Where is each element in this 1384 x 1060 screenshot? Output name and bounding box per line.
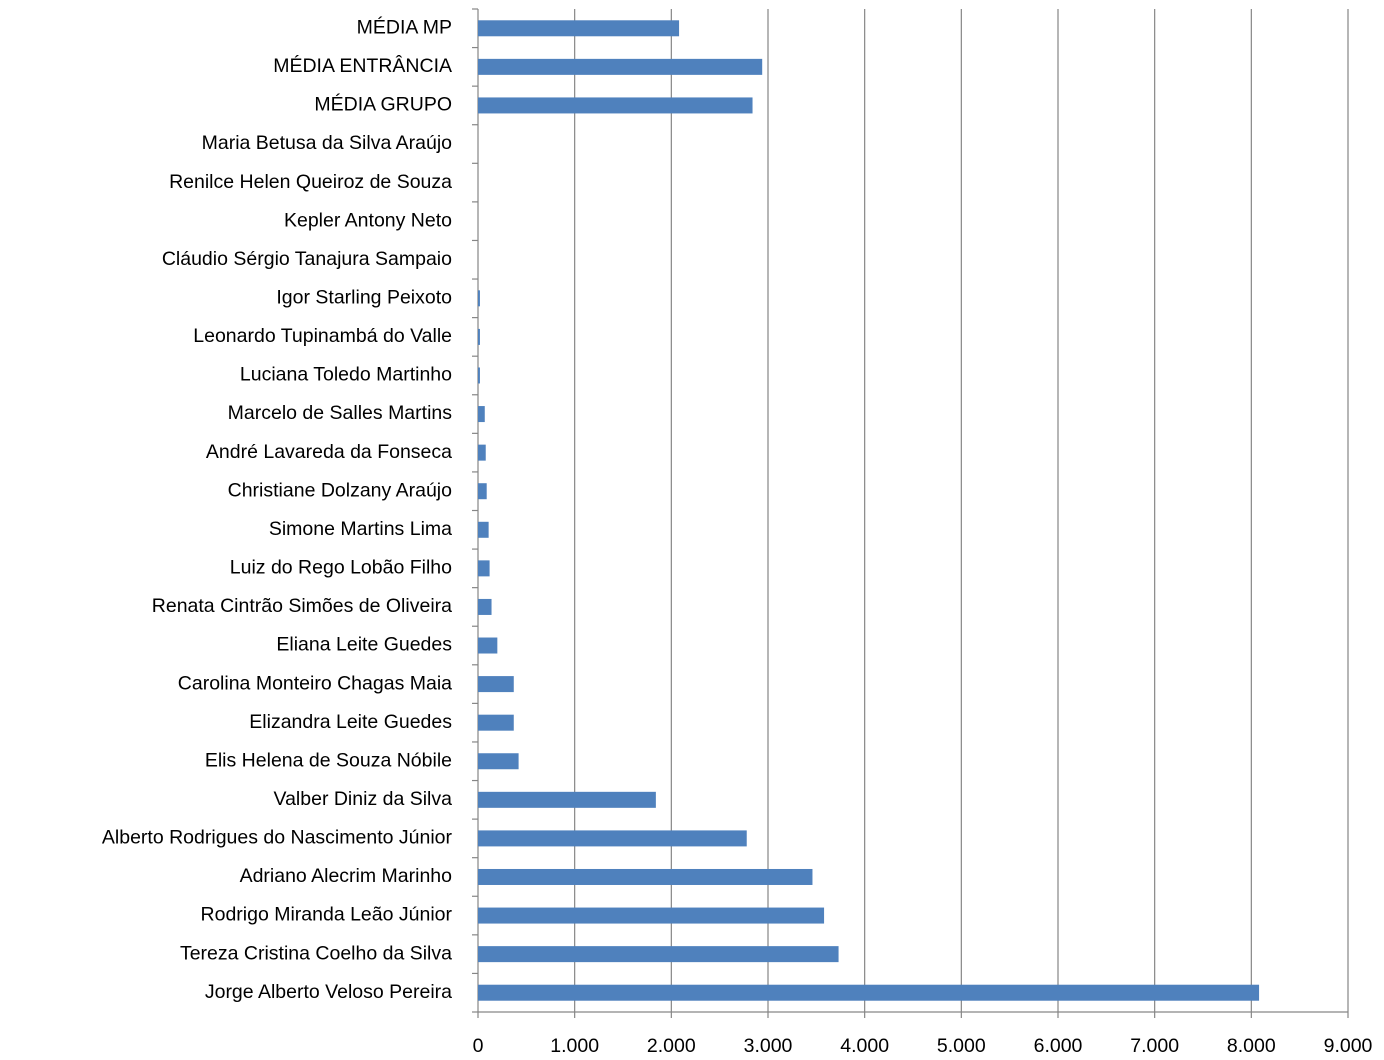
x-tick-label: 1.000	[550, 1035, 599, 1057]
y-tick-label: Elis Helena de Souza Nóbile	[205, 749, 452, 771]
bar	[478, 406, 485, 423]
y-tick-label: Tereza Cristina Coelho da Silva	[180, 942, 452, 964]
y-tick-label: Alberto Rodrigues do Nascimento Júnior	[102, 827, 453, 849]
bar	[478, 791, 656, 808]
x-tick-label: 4.000	[840, 1035, 889, 1057]
bar	[478, 58, 763, 75]
x-tick-label: 7.000	[1130, 1035, 1179, 1057]
bar	[478, 676, 514, 693]
y-tick-label: Kepler Antony Neto	[284, 209, 452, 231]
y-tick-label: Adriano Alecrim Marinho	[240, 865, 453, 887]
y-tick-label: Jorge Alberto Veloso Pereira	[205, 981, 452, 1003]
y-tick-label: Renilce Helen Queiroz de Souza	[169, 171, 452, 193]
y-tick-label: Cláudio Sérgio Tanajura Sampaio	[162, 248, 452, 270]
bar	[478, 521, 489, 538]
bar	[478, 290, 480, 307]
y-tick-label: Eliana Leite Guedes	[276, 634, 452, 656]
bar	[478, 560, 490, 577]
x-tick-label: 0	[473, 1035, 484, 1057]
y-tick-label: André Lavareda da Fonseca	[206, 441, 452, 463]
y-tick-label: MÉDIA GRUPO	[314, 93, 452, 116]
y-tick-label: Renata Cintrão Simões de Oliveira	[152, 595, 452, 617]
x-tick-label: 9.000	[1324, 1035, 1373, 1057]
bar	[478, 868, 813, 885]
x-tick-label: 2.000	[647, 1035, 696, 1057]
bar	[478, 367, 480, 384]
bar	[478, 830, 747, 847]
y-tick-label: Simone Martins Lima	[269, 518, 452, 540]
bar	[478, 753, 519, 770]
bar	[478, 907, 825, 924]
y-tick-label: Marcelo de Salles Martins	[228, 402, 453, 424]
bar	[478, 984, 1260, 1001]
bar	[478, 598, 492, 615]
y-tick-label: Rodrigo Miranda Leão Júnior	[201, 904, 453, 926]
bar	[478, 946, 839, 963]
x-tick-label: 5.000	[937, 1035, 986, 1057]
y-tick-label: MÉDIA MP	[357, 15, 452, 38]
y-tick-label: Carolina Monteiro Chagas Maia	[178, 672, 452, 694]
bar	[478, 20, 680, 37]
x-tick-label: 3.000	[744, 1035, 793, 1057]
bar	[478, 444, 486, 461]
y-tick-label: Luciana Toledo Martinho	[240, 364, 452, 386]
y-tick-label: Maria Betusa da Silva Araújo	[202, 132, 453, 154]
y-tick-label: Valber Diniz da Silva	[274, 788, 453, 810]
bar	[478, 97, 753, 114]
bar	[478, 483, 487, 500]
y-tick-label: MÉDIA ENTRÂNCIA	[273, 54, 452, 77]
x-tick-label: 8.000	[1227, 1035, 1276, 1057]
y-tick-label: Leonardo Tupinambá do Valle	[193, 325, 452, 347]
y-tick-label: Igor Starling Peixoto	[276, 286, 452, 308]
bar	[478, 714, 514, 731]
y-tick-label: Luiz do Rego Lobão Filho	[230, 557, 452, 579]
bar	[478, 328, 480, 345]
y-tick-label: Christiane Dolzany Araújo	[228, 479, 453, 501]
x-tick-label: 6.000	[1034, 1035, 1083, 1057]
y-tick-label: Elizandra Leite Guedes	[249, 711, 452, 733]
bar	[478, 637, 498, 654]
